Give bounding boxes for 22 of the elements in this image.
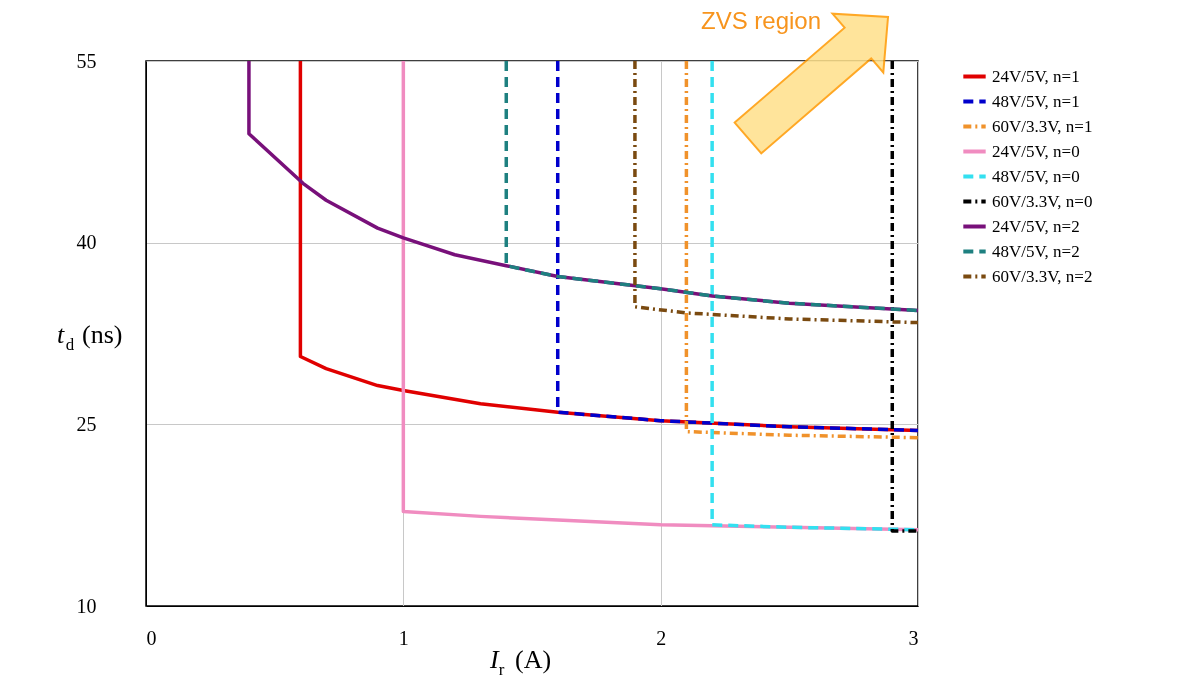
x-tick-label: 2 [656,626,667,649]
legend-label: 48V/5V, n=1 [992,91,1080,111]
legend-label: 60V/3.3V, n=0 [992,191,1093,211]
line-series [633,61,918,325]
legend-label: 24V/5V, n=1 [992,66,1080,86]
legend-label: 48V/5V, n=0 [992,166,1080,186]
x-tick-label: 3 [908,626,919,649]
y-tick-label: 25 [76,412,97,435]
legend-label: 60V/3.3V, n=2 [992,266,1093,286]
y-tick-label: 55 [76,49,97,72]
y-tick-label: 10 [76,594,97,617]
x-tick-label: 1 [398,626,409,649]
legend-label: 48V/5V, n=2 [992,241,1080,261]
legend-label: 24V/5V, n=0 [992,141,1080,161]
text: ZVS region [700,7,822,34]
line-series [555,61,918,433]
y-tick-label: 40 [76,231,97,254]
line-series [684,61,918,440]
legend-label: 60V/3.3V, n=1 [992,116,1093,136]
line-series [504,61,918,313]
x-tick-label: 0 [146,626,157,649]
legend-label: 24V/5V, n=2 [992,216,1080,236]
